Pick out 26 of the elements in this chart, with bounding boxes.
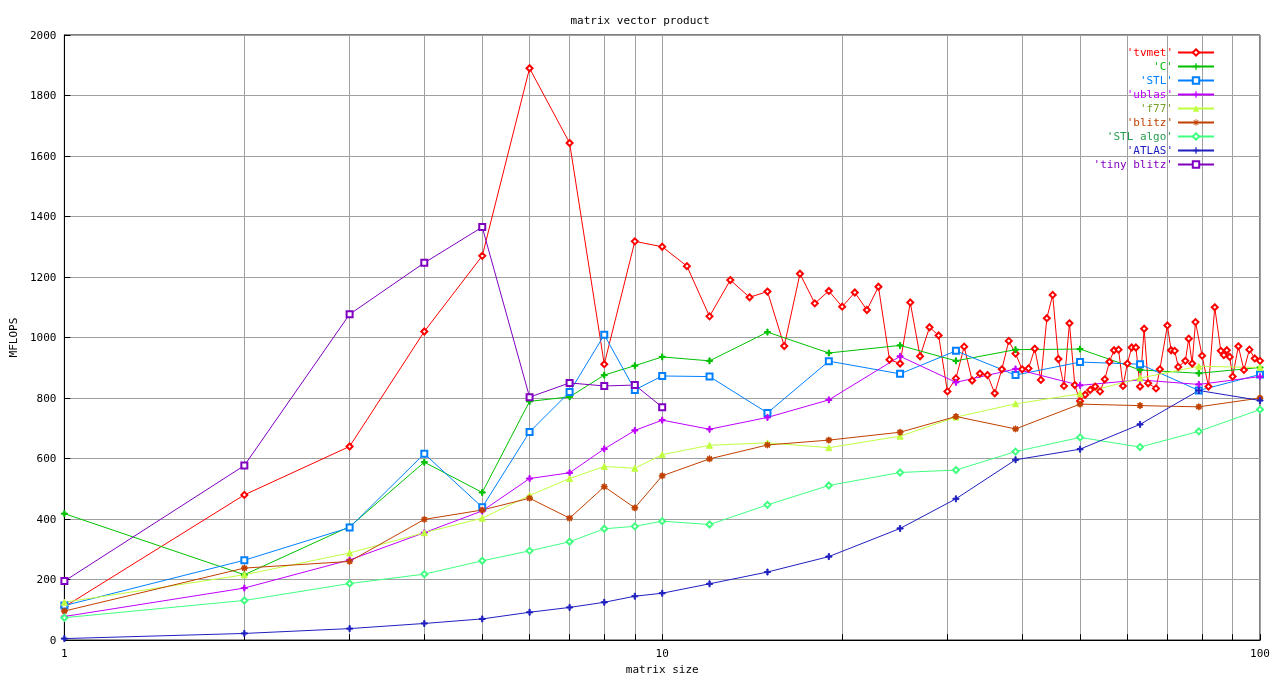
y-tick-label: 1400: [29, 210, 57, 224]
legend-label: 'tiny blitz': [1093, 158, 1173, 171]
y-tick-label: 0: [49, 633, 57, 647]
x-tick-label: 1: [61, 647, 68, 661]
legend-label: 'ublas': [1126, 88, 1173, 101]
x-tick-label: 100: [1250, 647, 1270, 661]
legend-label: 'STL': [1139, 74, 1173, 87]
y-tick-label: 2000: [29, 28, 57, 42]
y-tick-label: 800: [36, 391, 57, 405]
legend-label: 'blitz': [1126, 116, 1173, 129]
chart-title: matrix vector product: [570, 14, 710, 27]
legend-label: 'f77': [1139, 102, 1173, 115]
legend-label: 'tvmet': [1126, 46, 1173, 59]
y-tick-label: 1600: [29, 149, 57, 163]
y-tick-label: 200: [36, 573, 57, 587]
y-tick-label: 1200: [29, 270, 57, 284]
legend-label: 'STL algo': [1106, 130, 1173, 143]
legend-label: 'ATLAS': [1126, 144, 1173, 157]
x-axis-title: matrix size: [625, 663, 699, 676]
y-axis-title: MFLOPS: [7, 317, 20, 358]
y-tick-label: 1800: [29, 89, 57, 103]
y-tick-label: 1000: [29, 331, 57, 345]
x-tick-label: 10: [655, 647, 669, 661]
y-tick-label: 600: [36, 452, 57, 466]
legend-label: 'C': [1153, 60, 1173, 73]
y-tick-label: 400: [36, 512, 57, 526]
